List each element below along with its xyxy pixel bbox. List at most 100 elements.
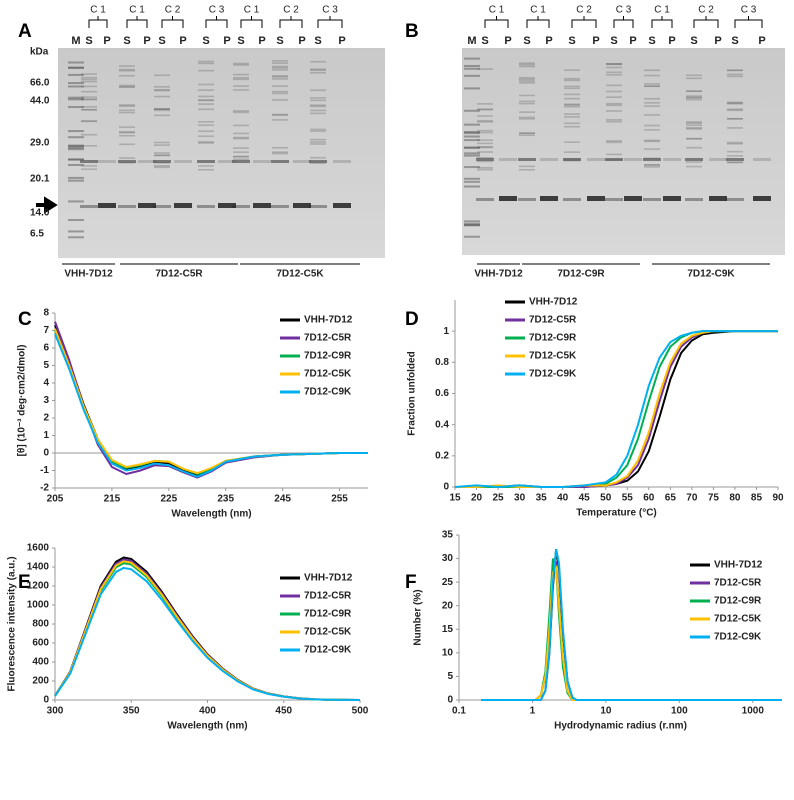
y-tick-label: 7	[43, 325, 49, 336]
marker-label: 6.5	[30, 229, 44, 240]
gel-band	[153, 205, 171, 208]
x-tick-label: 15	[449, 493, 461, 504]
gel-band	[477, 103, 493, 105]
y-tick-label: 2	[43, 413, 49, 424]
bracket	[88, 16, 108, 28]
lane-label: M	[467, 35, 476, 47]
gel	[58, 48, 385, 258]
gel-band	[310, 128, 326, 131]
gel-band	[138, 203, 156, 208]
gel-band	[310, 156, 326, 159]
gel-band	[198, 168, 214, 171]
gel-band	[519, 102, 535, 105]
x-tick-label: 65	[665, 493, 677, 504]
gel-band	[518, 198, 536, 201]
gel-band	[587, 158, 605, 161]
data-line	[481, 565, 782, 701]
gel-band	[68, 176, 84, 179]
gel-band	[519, 168, 535, 171]
gel-band	[333, 160, 351, 163]
gel-band	[644, 140, 660, 143]
y-tick-label: 5	[43, 360, 49, 371]
gel-band	[233, 151, 249, 153]
gel-band	[519, 94, 535, 97]
gel-band	[218, 160, 236, 163]
gel-band	[233, 85, 249, 87]
gel-band	[727, 73, 743, 76]
gel-band	[272, 75, 288, 77]
gel-band	[198, 69, 214, 72]
gel-band	[464, 132, 480, 135]
gel-band	[727, 161, 743, 164]
y-tick-label: 6	[43, 343, 49, 354]
x-tick-label: 10	[600, 706, 612, 717]
gel-band	[499, 196, 517, 201]
gel-band	[564, 122, 580, 125]
x-tick-label: 1	[530, 706, 536, 717]
lane-label: P	[298, 35, 305, 47]
gel-band	[587, 196, 605, 201]
gel-band	[154, 74, 170, 77]
gel-band	[198, 130, 214, 133]
gel-band	[233, 111, 249, 114]
gel-band	[519, 118, 535, 120]
gel-band	[272, 68, 288, 71]
gel-band	[310, 105, 326, 108]
gel-band	[606, 63, 622, 65]
lane-label: S	[481, 35, 488, 47]
gel-band	[464, 222, 480, 225]
gel-band	[81, 98, 97, 101]
gel-band	[519, 132, 535, 134]
gel-band	[198, 103, 214, 105]
x-tick-label: 450	[275, 706, 292, 717]
gel-band	[81, 133, 97, 136]
gel-band	[272, 151, 288, 153]
lane-label: S	[237, 35, 244, 47]
unit-label: kDa	[30, 47, 49, 58]
gel-band	[519, 132, 535, 135]
gel-band	[644, 129, 660, 131]
gel-band	[119, 131, 135, 134]
gel-band	[118, 160, 136, 163]
gel-band	[727, 108, 743, 111]
x-tick-label: 40	[557, 493, 569, 504]
gel-band	[68, 158, 84, 161]
gel-band	[293, 203, 311, 208]
gel-band	[293, 160, 311, 163]
gel-band	[68, 85, 84, 88]
gel-band	[726, 198, 744, 201]
gel-band	[198, 120, 214, 123]
gel-band	[709, 158, 727, 161]
gel-band	[119, 111, 135, 114]
gel-band	[68, 73, 84, 76]
y-tick-label: 10	[442, 647, 454, 658]
gel-band	[685, 158, 703, 161]
gel-band	[119, 105, 135, 107]
gel-band	[564, 77, 580, 80]
gel-band	[727, 127, 743, 129]
legend-label: 7D12-C9K	[304, 645, 352, 656]
legend-label: 7D12-C5R	[529, 315, 577, 326]
gel-band	[727, 155, 743, 157]
gel-band	[81, 120, 97, 122]
gel-band	[272, 60, 288, 62]
gel-band	[564, 105, 580, 108]
construct-label: 7D12-C9R	[557, 269, 605, 280]
gel-band	[464, 146, 480, 149]
panel-label: D	[405, 309, 419, 330]
x-tick-label: 400	[199, 706, 216, 717]
gel-band	[606, 71, 622, 74]
x-tick-label: 90	[772, 493, 784, 504]
bracket	[693, 16, 719, 28]
legend-label: 7D12-C9K	[529, 369, 577, 380]
x-tick-label: 500	[352, 706, 369, 717]
gel-band	[477, 167, 493, 169]
gel-band	[464, 154, 480, 157]
gel-band	[272, 99, 288, 101]
lane-label: S	[523, 35, 530, 47]
lane-label: P	[258, 35, 265, 47]
gel-band	[753, 158, 771, 161]
gel-band	[68, 61, 84, 64]
gel-band	[198, 95, 214, 98]
legend-label: 7D12-C9K	[714, 632, 762, 643]
